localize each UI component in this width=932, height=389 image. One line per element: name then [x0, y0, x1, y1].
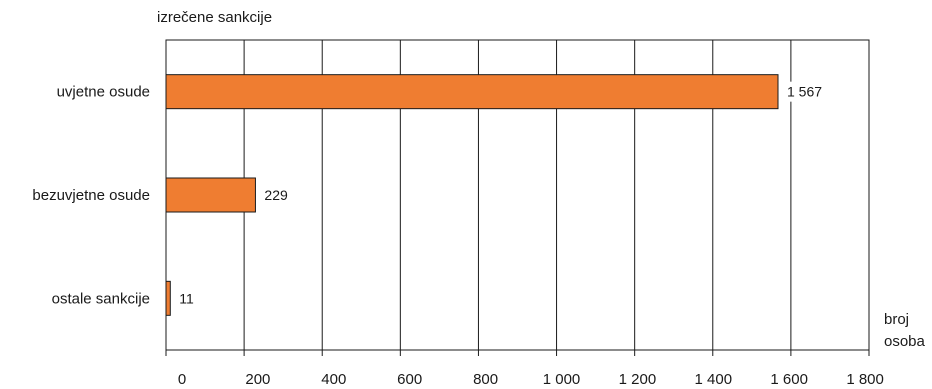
- x-axis-title-line-2: osoba: [884, 333, 926, 350]
- value-label: 1 567: [787, 84, 822, 100]
- bar-2: [165, 280, 171, 316]
- x-axis-title-line-1: broj: [884, 311, 909, 328]
- x-tick-label: 1 000: [543, 371, 581, 388]
- bar-1: [165, 177, 256, 213]
- x-tick-label: 600: [397, 371, 422, 388]
- value-label-background: [261, 185, 291, 205]
- labels: 0 200 400 600 800 1 000 1 200 1 400 1 600 1 800 uv…: [32, 81, 884, 388]
- x-tick-label: 1 200: [619, 371, 657, 388]
- category-label: ostale sankcije: [52, 290, 150, 307]
- value-label-background: [176, 288, 197, 309]
- value-label-background: [784, 81, 826, 102]
- x-tick-label: 1 400: [695, 371, 733, 388]
- x-tick-label: 1 600: [770, 371, 808, 388]
- y-axis-title: izrečene sankcije: [157, 9, 272, 26]
- category-label: uvjetne osude: [57, 84, 150, 101]
- category-label: bezuvjetne osude: [32, 187, 150, 204]
- x-tick-label: 1 800: [846, 371, 884, 388]
- x-tick-label: 400: [321, 371, 346, 388]
- value-label: 11: [179, 290, 194, 306]
- x-tick-label: 200: [245, 371, 270, 388]
- bars: [165, 74, 779, 316]
- value-label: 229: [264, 187, 288, 203]
- x-tick-label: 800: [473, 371, 498, 388]
- bar-0: [165, 74, 779, 110]
- x-tick-label: 0: [178, 371, 186, 388]
